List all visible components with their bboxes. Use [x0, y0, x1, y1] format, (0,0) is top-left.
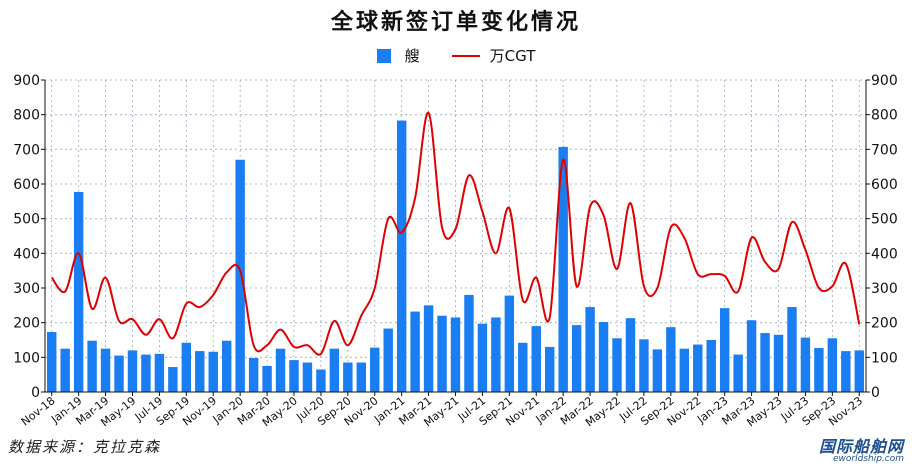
- bar: [693, 344, 703, 392]
- line-cgt: [50, 111, 861, 356]
- source-note: 数据来源：克拉克森: [8, 438, 162, 456]
- y-tick-left: 0: [31, 385, 40, 401]
- bar: [437, 315, 447, 392]
- bar: [491, 317, 501, 392]
- gridlines: [45, 79, 866, 392]
- bar: [477, 323, 488, 392]
- y-tick-left: 700: [13, 142, 40, 158]
- y-tick-right: 200: [871, 316, 898, 332]
- y-tick-left: 400: [13, 246, 40, 262]
- legend-item-line: 万CGT: [451, 45, 536, 66]
- y-tick-right: 700: [871, 142, 898, 158]
- bar: [383, 328, 393, 392]
- bar: [195, 351, 205, 392]
- bar: [625, 318, 636, 392]
- legend: 艘 万CGT: [0, 45, 912, 66]
- bar: [181, 342, 192, 392]
- bar: [841, 351, 851, 392]
- bar: [545, 346, 555, 392]
- watermark-text: 国际船舶网: [818, 437, 904, 456]
- bar: [73, 191, 84, 392]
- bar: [450, 317, 461, 392]
- bar: [343, 362, 353, 392]
- bar: [679, 348, 690, 392]
- bar: [329, 348, 340, 392]
- y-tick-right: 100: [871, 350, 898, 366]
- bar: [800, 337, 811, 392]
- bar: [854, 350, 864, 392]
- bar: [558, 146, 568, 392]
- bar: [746, 320, 757, 392]
- watermark-url: eworldship.com: [832, 454, 904, 464]
- bar: [356, 362, 366, 392]
- bar: [464, 294, 474, 392]
- bar: [719, 308, 730, 392]
- y-tick-right: 300: [871, 281, 898, 297]
- bar: [639, 339, 649, 392]
- watermark-logo: 国际船舶网 eworldship.com: [819, 433, 904, 464]
- bar: [141, 354, 151, 392]
- bar: [235, 159, 245, 392]
- bar: [773, 334, 784, 392]
- bar: [248, 358, 259, 392]
- bar: [652, 349, 663, 392]
- y-tick-right: 800: [871, 108, 898, 124]
- bar: [302, 362, 313, 392]
- bar: [504, 295, 515, 392]
- bar: [127, 350, 138, 392]
- y-tick-left: 800: [13, 108, 40, 124]
- chart-title: 全球新签订单变化情况: [330, 10, 581, 35]
- bar: [262, 366, 272, 392]
- y-tick-left: 900: [13, 73, 40, 89]
- bar: [760, 333, 770, 392]
- bar: [571, 325, 582, 392]
- legend-swatch-bar: [376, 48, 391, 63]
- bar: [787, 307, 797, 392]
- y-tick-left: 200: [13, 316, 40, 332]
- bar: [531, 326, 541, 392]
- y-tick-left: 300: [13, 281, 40, 297]
- bar: [60, 348, 70, 392]
- y-tick-right: 900: [871, 73, 898, 89]
- legend-item-bar: 艘: [376, 45, 420, 66]
- bar: [154, 353, 165, 392]
- bar: [598, 321, 609, 392]
- bar: [275, 348, 286, 392]
- line-series: [50, 111, 861, 356]
- bar: [585, 307, 595, 392]
- bar: [370, 347, 380, 392]
- bar: [666, 327, 676, 392]
- y-tick-right: 0: [871, 385, 880, 401]
- bar: [221, 340, 232, 392]
- bar: [87, 340, 97, 392]
- bar: [827, 338, 838, 392]
- bar: [733, 354, 743, 392]
- legend-label-bar: 艘: [404, 47, 420, 65]
- bar: [316, 369, 326, 392]
- legend-swatch-line: [451, 54, 480, 57]
- y-tick-right: 500: [871, 212, 898, 228]
- bar-series: [47, 120, 864, 392]
- bar: [814, 347, 824, 392]
- y-tick-right: 600: [871, 177, 898, 193]
- y-tick-right: 400: [871, 246, 898, 262]
- legend-label-line: 万CGT: [489, 47, 536, 65]
- bar: [208, 351, 218, 392]
- bar: [518, 342, 528, 392]
- bar: [423, 305, 434, 392]
- bar: [410, 311, 420, 392]
- bar: [612, 338, 622, 392]
- bar: [47, 332, 57, 392]
- bar: [168, 367, 178, 392]
- y-tick-left: 100: [13, 350, 40, 366]
- bar: [706, 340, 716, 392]
- bar: [289, 360, 299, 392]
- y-tick-left: 600: [13, 177, 40, 193]
- bar: [396, 120, 407, 392]
- bar: [100, 348, 111, 392]
- y-tick-left: 500: [13, 212, 40, 228]
- bar: [114, 355, 124, 392]
